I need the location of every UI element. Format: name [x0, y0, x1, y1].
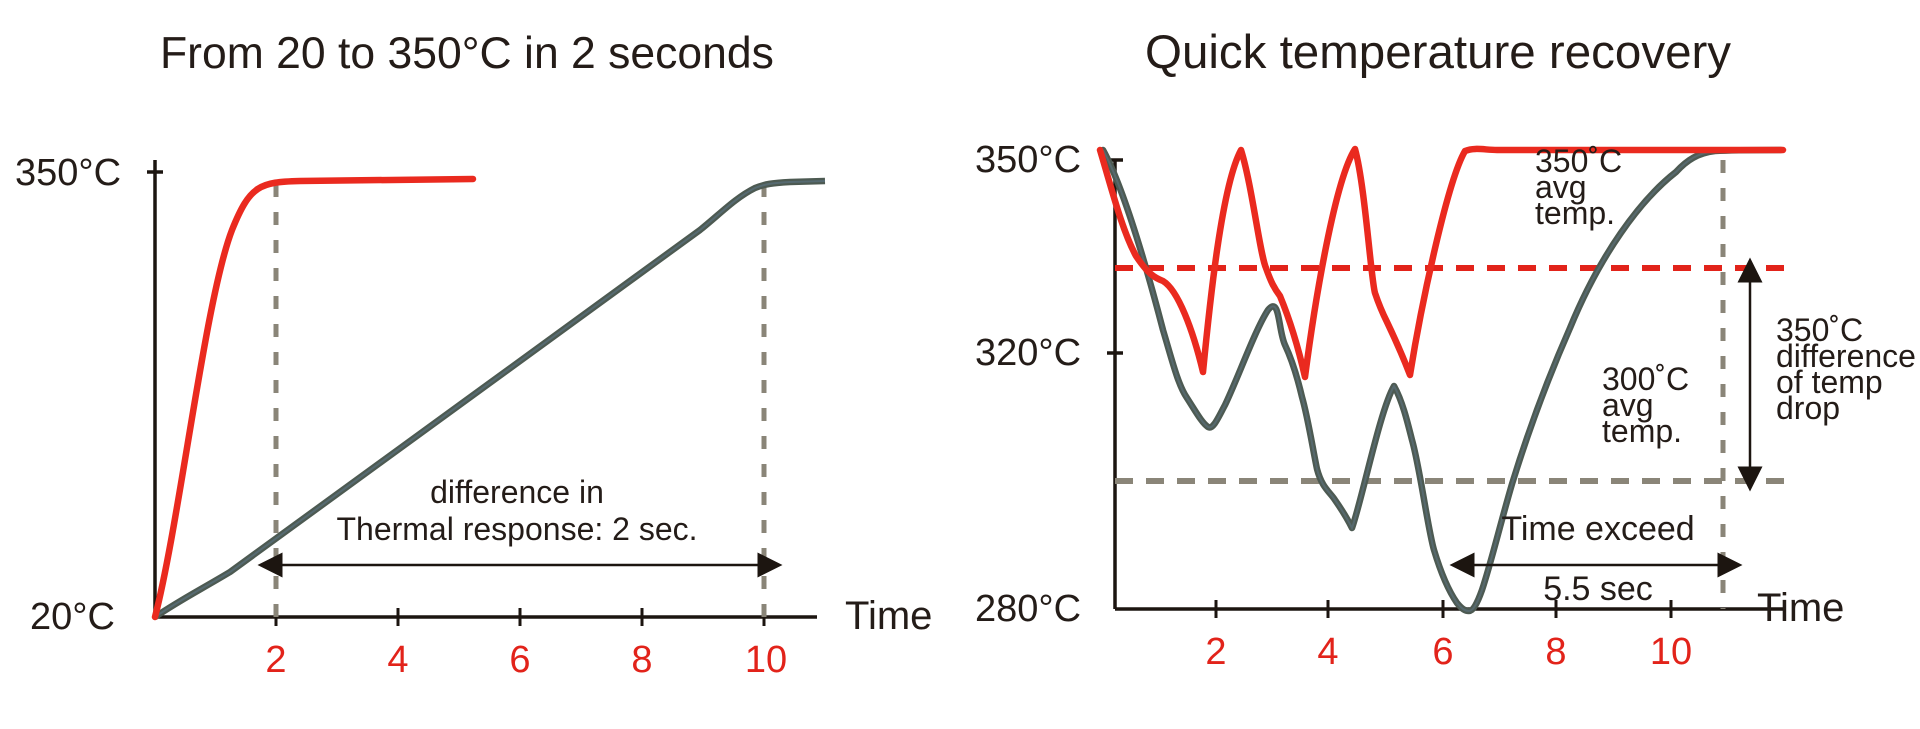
svg-text:280°C: 280°C [975, 588, 1081, 630]
svg-text:350°C: 350°C [15, 152, 121, 194]
svg-text:8: 8 [631, 639, 652, 681]
svg-text:Time: Time [1757, 586, 1844, 630]
svg-text:2: 2 [1205, 631, 1226, 673]
svg-text:350°C: 350°C [975, 139, 1081, 181]
svg-text:6: 6 [509, 639, 530, 681]
svg-text:temp.: temp. [1535, 195, 1615, 231]
svg-text:4: 4 [1317, 631, 1338, 673]
svg-text:20°C: 20°C [30, 596, 115, 638]
svg-text:10: 10 [745, 639, 787, 681]
svg-text:temp.: temp. [1602, 413, 1682, 449]
svg-text:drop: drop [1776, 390, 1840, 426]
svg-text:difference in: difference in [430, 474, 604, 510]
svg-text:10: 10 [1650, 631, 1692, 673]
svg-text:6: 6 [1432, 631, 1453, 673]
svg-text:2: 2 [265, 639, 286, 681]
svg-text:Time: Time [845, 594, 932, 638]
svg-text:Thermal response: 2 sec.: Thermal response: 2 sec. [336, 511, 697, 547]
svg-text:Quick temperature recovery: Quick temperature recovery [1145, 26, 1731, 79]
svg-text:5.5 sec: 5.5 sec [1543, 570, 1653, 608]
svg-text:320°C: 320°C [975, 332, 1081, 374]
svg-text:Time exceed: Time exceed [1501, 510, 1694, 548]
svg-text:From 20 to 350°C in 2 seconds: From 20 to 350°C in 2 seconds [160, 29, 774, 78]
svg-text:8: 8 [1545, 631, 1566, 673]
svg-text:4: 4 [387, 639, 408, 681]
